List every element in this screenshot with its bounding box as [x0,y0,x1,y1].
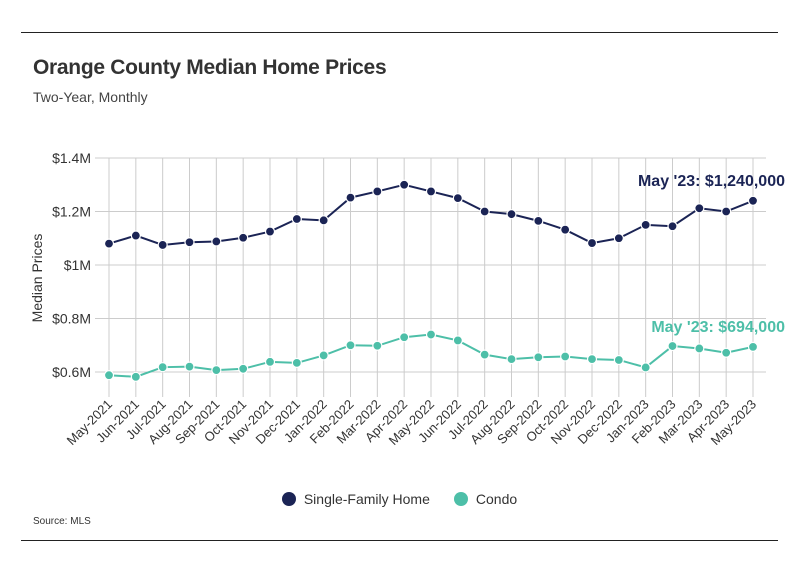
condo-point [694,343,705,354]
condo-point [211,365,222,376]
condo-point [586,354,598,365]
single-family-point [747,195,759,206]
y-tick-label: $1.4M [52,150,91,166]
axis-layer: $0.6M$0.8M$1M$1.2M$1.4MMay-2021Jun-2021J… [29,150,759,448]
condo-point [613,354,624,366]
condo-point [291,357,302,369]
legend-marker-single-family [281,492,296,506]
single-family-point [479,206,490,217]
single-family-point [613,233,624,244]
single-family-point [238,232,249,243]
legend-marker-condo [453,492,468,506]
single-family-point [345,192,356,203]
condo-point [560,351,571,362]
condo-point [157,362,168,373]
single-family-point [399,179,410,190]
y-tick-label: $0.6M [52,364,91,380]
legend-item-condo[interactable]: Condo [453,491,518,507]
condo-point [238,363,249,374]
single-family-point [586,237,598,249]
legend-item-single-family[interactable]: Single-Family Home [281,491,430,507]
source-note: Source: MLS [33,516,91,527]
y-tick-label: $1.2M [52,204,91,220]
single-family-point [318,215,329,226]
condo-point [452,335,463,346]
single-family-point [640,219,651,230]
legend-label-single-family: Single-Family Home [303,491,430,507]
single-family-point [667,221,678,232]
condo-point [425,329,437,340]
condo-annotation: May '23: $694,000 [651,319,785,336]
condo-point [184,361,195,372]
y-axis-title: Median Prices [29,234,45,323]
condo-point [345,340,356,351]
condo-point [721,347,732,358]
condo-point [667,340,678,352]
label-layer: May '23: $1,240,000 May '23: $694,000 [638,173,785,336]
single-family-point [157,239,168,251]
single-family-point [506,209,517,220]
condo-point [372,340,383,351]
legend-label-condo: Condo [475,491,518,507]
chart-subtitle: Two-Year, Monthly [33,89,148,105]
legend: Single-Family Home Condo [0,491,799,507]
single-family-annotation: May '23: $1,240,000 [638,173,785,190]
condo-point [506,354,517,365]
chart-title: Orange County Median Home Prices [33,56,387,79]
single-family-point [264,226,276,237]
condo-point [318,350,329,361]
condo-point [103,370,115,381]
single-family-point [721,206,732,217]
single-family-point [291,213,302,225]
top-rule [21,32,778,33]
single-family-point [184,237,195,248]
single-family-point [425,186,437,197]
y-tick-label: $1M [64,257,91,273]
single-family-point [103,238,115,249]
y-tick-label: $0.8M [52,311,91,327]
series-layer [103,179,759,382]
single-family-point [452,193,463,204]
bottom-rule [21,540,778,541]
single-family-point [372,186,383,197]
single-family-point [211,236,222,247]
condo-point [264,356,276,367]
condo-point [130,371,141,382]
single-family-point [560,224,571,235]
single-family-point [533,215,544,226]
condo-point [640,362,651,373]
condo-point [533,352,544,363]
line-chart: $0.6M$0.8M$1M$1.2M$1.4MMay-2021Jun-2021J… [29,150,785,448]
condo-point [479,349,490,360]
condo-point [747,341,759,352]
single-family-point [694,203,705,214]
condo-point [399,332,410,343]
single-family-point [130,230,141,241]
